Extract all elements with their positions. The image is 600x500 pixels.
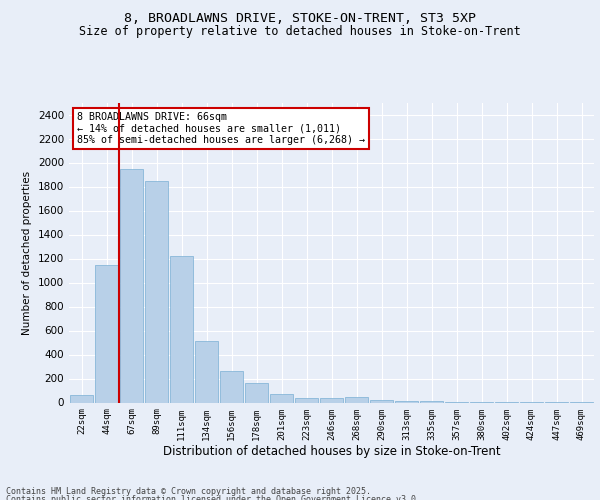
Bar: [295, 398, 318, 402]
Text: Contains public sector information licensed under the Open Government Licence v3: Contains public sector information licen…: [6, 495, 421, 500]
Y-axis label: Number of detached properties: Number of detached properties: [22, 170, 32, 334]
Bar: [170, 256, 193, 402]
Bar: [120, 168, 143, 402]
Bar: [95, 264, 118, 402]
Bar: [345, 396, 368, 402]
Bar: [70, 396, 93, 402]
Text: Size of property relative to detached houses in Stoke-on-Trent: Size of property relative to detached ho…: [79, 25, 521, 38]
Bar: [220, 372, 243, 402]
Text: 8 BROADLAWNS DRIVE: 66sqm
← 14% of detached houses are smaller (1,011)
85% of se: 8 BROADLAWNS DRIVE: 66sqm ← 14% of detac…: [77, 112, 365, 144]
Bar: [245, 382, 268, 402]
Bar: [145, 180, 168, 402]
Bar: [370, 400, 393, 402]
Bar: [195, 342, 218, 402]
Text: 8, BROADLAWNS DRIVE, STOKE-ON-TRENT, ST3 5XP: 8, BROADLAWNS DRIVE, STOKE-ON-TRENT, ST3…: [124, 12, 476, 26]
Bar: [395, 400, 418, 402]
Text: Contains HM Land Registry data © Crown copyright and database right 2025.: Contains HM Land Registry data © Crown c…: [6, 488, 371, 496]
Bar: [270, 394, 293, 402]
Bar: [320, 398, 343, 402]
X-axis label: Distribution of detached houses by size in Stoke-on-Trent: Distribution of detached houses by size …: [163, 445, 500, 458]
